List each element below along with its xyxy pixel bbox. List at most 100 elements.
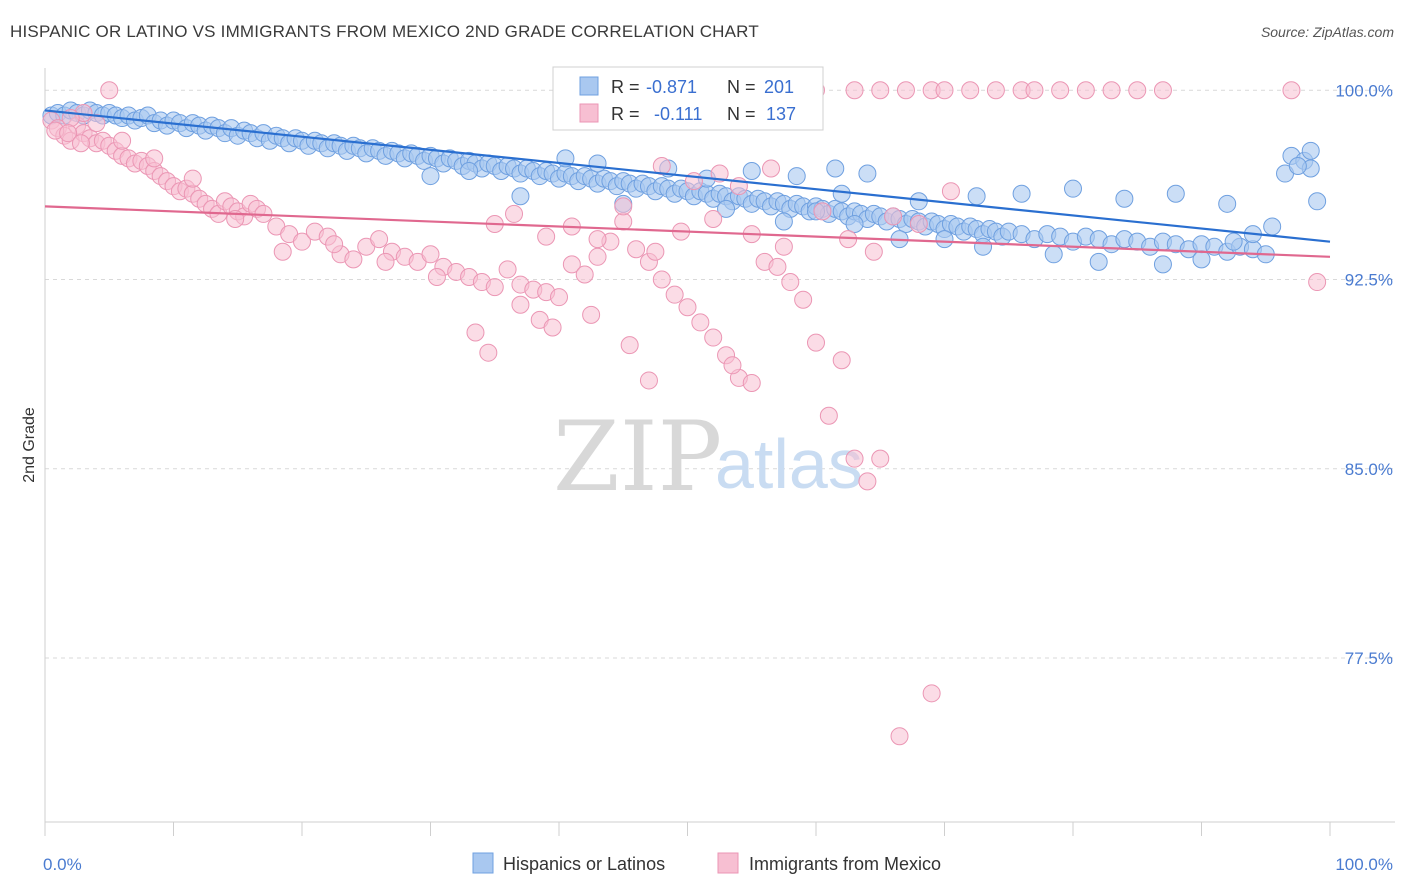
legend-label-series2: Immigrants from Mexico [749, 854, 941, 874]
data-point-mexico [884, 207, 903, 226]
data-point-mexico [627, 240, 646, 259]
data-point-hispanic [845, 215, 864, 234]
data-point-mexico [614, 212, 633, 231]
data-point-mexico [652, 270, 671, 289]
data-point-mexico [344, 250, 363, 269]
y-axis-label: 2nd Grade [21, 407, 38, 483]
data-point-mexico [710, 164, 729, 183]
data-point-mexico [845, 449, 864, 468]
data-point-mexico [691, 313, 710, 332]
data-point-mexico [1128, 81, 1147, 100]
data-point-mexico [922, 684, 941, 703]
watermark-atlas: atlas [715, 425, 863, 503]
legend-label-series1: Hispanics or Latinos [503, 854, 665, 874]
x-tick-label: 0.0% [43, 855, 82, 874]
data-point-mexico [941, 182, 960, 201]
data-point-mexico [562, 255, 581, 274]
stats-r-label-1: R = [611, 77, 640, 97]
data-point-mexico [370, 230, 389, 249]
data-point-hispanic [1308, 192, 1327, 211]
data-point-mexico [293, 232, 311, 251]
data-point-mexico [1025, 81, 1044, 100]
data-point-hispanic [967, 187, 986, 206]
data-point-mexico [59, 124, 78, 143]
x-tick-labels: 0.0% 100.0% [43, 855, 1393, 874]
data-point-mexico [427, 267, 446, 286]
data-point-hispanic [717, 199, 736, 218]
data-point-hispanic [1218, 194, 1237, 213]
data-point-mexico [832, 351, 851, 370]
axes [44, 68, 1395, 836]
data-point-hispanic [421, 167, 440, 186]
data-point-mexico [794, 290, 813, 309]
data-point-mexico [113, 131, 132, 150]
data-point-mexico [723, 356, 742, 375]
data-point-mexico [485, 278, 504, 297]
data-point-mexico [1153, 81, 1172, 100]
data-point-mexico [1102, 81, 1121, 100]
source-label: Source: ZipAtlas.com [1260, 24, 1394, 40]
data-point-mexico [871, 81, 890, 100]
data-point-mexico [665, 285, 684, 304]
stats-box: R = -0.871 N = 201 R = -0.111 N = 137 [552, 66, 824, 131]
stats-n-label-2: N = [727, 104, 756, 124]
data-point-mexico [646, 242, 665, 261]
data-point-hispanic [935, 230, 954, 249]
data-point-mexico [588, 247, 607, 266]
data-point-mexico [575, 265, 594, 284]
y-tick-label: 85.0% [1345, 460, 1393, 479]
data-point-hispanic [1089, 252, 1108, 271]
data-point-mexico [498, 260, 517, 279]
data-point-mexico [762, 159, 781, 178]
data-point-mexico [871, 449, 890, 468]
legend-swatch-series1 [472, 852, 494, 874]
trend-lines [44, 109, 1331, 258]
data-point-mexico [819, 406, 838, 425]
data-point-mexico [807, 333, 825, 352]
data-point-hispanic [1044, 245, 1063, 264]
data-point-mexico [813, 202, 832, 221]
chart-title: HISPANIC OR LATINO VS IMMIGRANTS FROM ME… [10, 22, 759, 41]
data-point-hispanic [1301, 141, 1320, 160]
data-point-hispanic [742, 162, 761, 181]
watermark: ZIP atlas [553, 401, 863, 513]
data-point-hispanic [1153, 255, 1172, 274]
data-point-hispanic [858, 164, 877, 183]
data-point-mexico [620, 336, 639, 355]
data-point-mexico [774, 237, 793, 256]
data-point-mexico [376, 252, 395, 271]
data-point-mexico [550, 288, 568, 307]
legend: Hispanics or Latinos Immigrants from Mex… [472, 852, 941, 874]
data-point-hispanic [1224, 232, 1243, 251]
data-point-mexico [100, 81, 119, 100]
data-point-hispanic [1012, 184, 1031, 203]
data-point-mexico [909, 215, 928, 234]
data-point-mexico [588, 230, 607, 249]
data-point-mexico [1051, 81, 1070, 100]
y-tick-label: 77.5% [1345, 649, 1393, 668]
data-point-mexico [935, 81, 954, 100]
stats-n-value-1: 201 [764, 77, 794, 97]
data-point-hispanic [1192, 250, 1211, 269]
data-point-mexico [71, 134, 90, 153]
stats-r-label-2: R = [611, 104, 640, 124]
data-point-mexico [614, 197, 633, 216]
data-point-mexico [511, 295, 530, 314]
y-tick-labels: 100.0% 92.5% 85.0% 77.5% [1335, 81, 1393, 668]
data-point-mexico [845, 81, 864, 100]
data-point-mexico [1308, 273, 1327, 292]
data-point-hispanic [460, 162, 479, 181]
trend-line-mexico [44, 205, 1331, 258]
data-point-mexico [961, 81, 980, 100]
data-point-mexico [145, 149, 164, 168]
y-tick-label: 100.0% [1335, 81, 1393, 100]
data-point-hispanic [974, 237, 993, 256]
data-point-mexico [864, 242, 883, 261]
data-point-hispanic [826, 159, 845, 178]
data-point-mexico [986, 81, 1005, 100]
data-point-mexico [1076, 81, 1095, 100]
stats-swatch-series1 [579, 76, 599, 96]
y-tick-label: 92.5% [1345, 271, 1393, 290]
stats-swatch-series2 [579, 103, 599, 123]
